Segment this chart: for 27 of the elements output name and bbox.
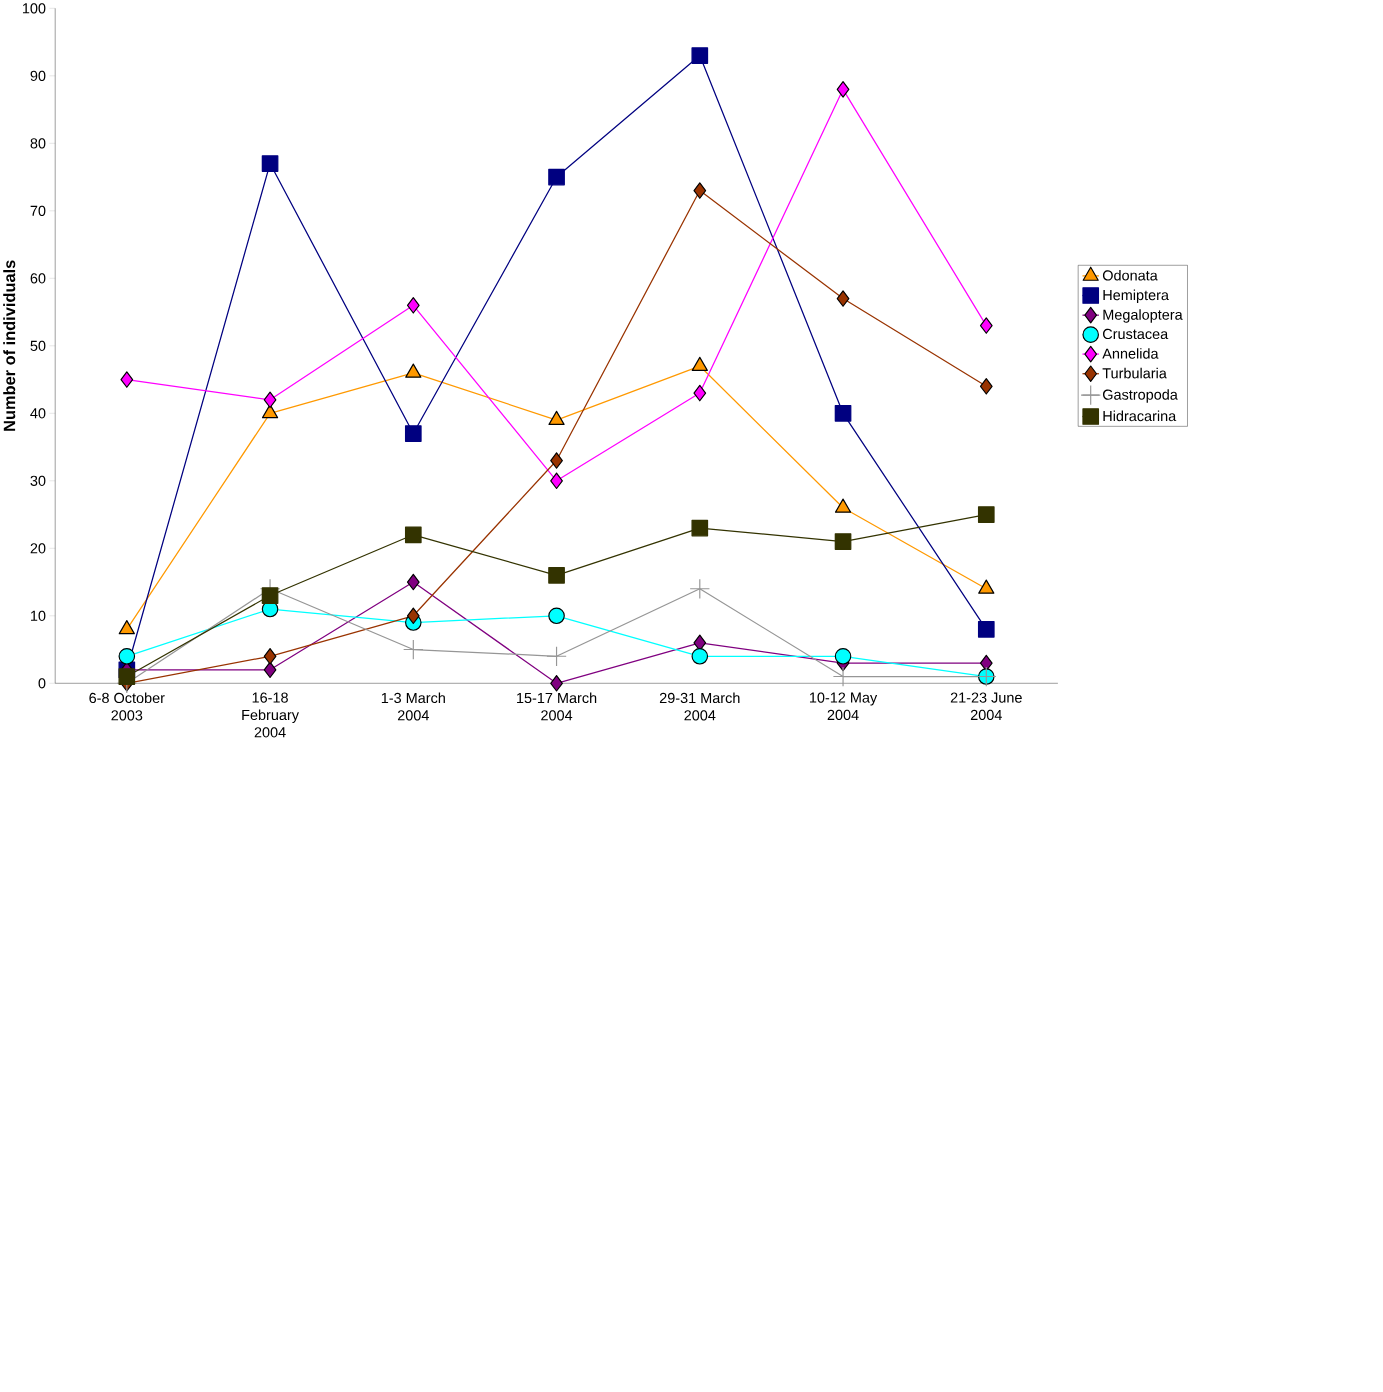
legend-label: Crustacea — [1102, 328, 1169, 340]
y-tick-label: 90 — [30, 70, 46, 81]
y-tick-label: 40 — [30, 408, 46, 419]
x-tick-label: 16-18 February 2004 — [242, 692, 299, 738]
y-tick-label: 30 — [30, 475, 46, 486]
x-tick-label: 10-12 May 2004 — [809, 692, 878, 721]
x-tick-label: 1-3 March 2004 — [381, 692, 445, 721]
y-tick-label: 0 — [38, 678, 46, 689]
y-tick-label: 80 — [30, 138, 46, 149]
y-tick-label: 70 — [30, 205, 46, 216]
legend-label: Gastropoda — [1102, 389, 1178, 403]
x-tick-label: 6-8 October 2003 — [89, 692, 165, 721]
legend-label: Turbularia — [1102, 367, 1167, 379]
x-tick-label: 15-17 March 2004 — [517, 692, 597, 721]
y-tick-label: 100 — [22, 3, 46, 14]
legend-label: Odonata — [1102, 269, 1158, 281]
y-tick-label: 20 — [30, 543, 46, 554]
legend-label: Annelida — [1102, 348, 1159, 359]
y-tick-label: 60 — [30, 273, 46, 284]
x-tick-label: 21-23 June 2004 — [950, 692, 1022, 721]
y-axis-title: Number of individuals — [3, 260, 16, 431]
legend-label: Hidracarina — [1103, 410, 1177, 422]
legend-label: Megaloptera — [1103, 309, 1183, 323]
y-tick-label: 10 — [30, 610, 46, 621]
legend-label: Hemiptera — [1103, 289, 1169, 304]
y-tick-label: 50 — [30, 340, 46, 351]
x-tick-label: 29-31 March 2004 — [659, 692, 740, 721]
